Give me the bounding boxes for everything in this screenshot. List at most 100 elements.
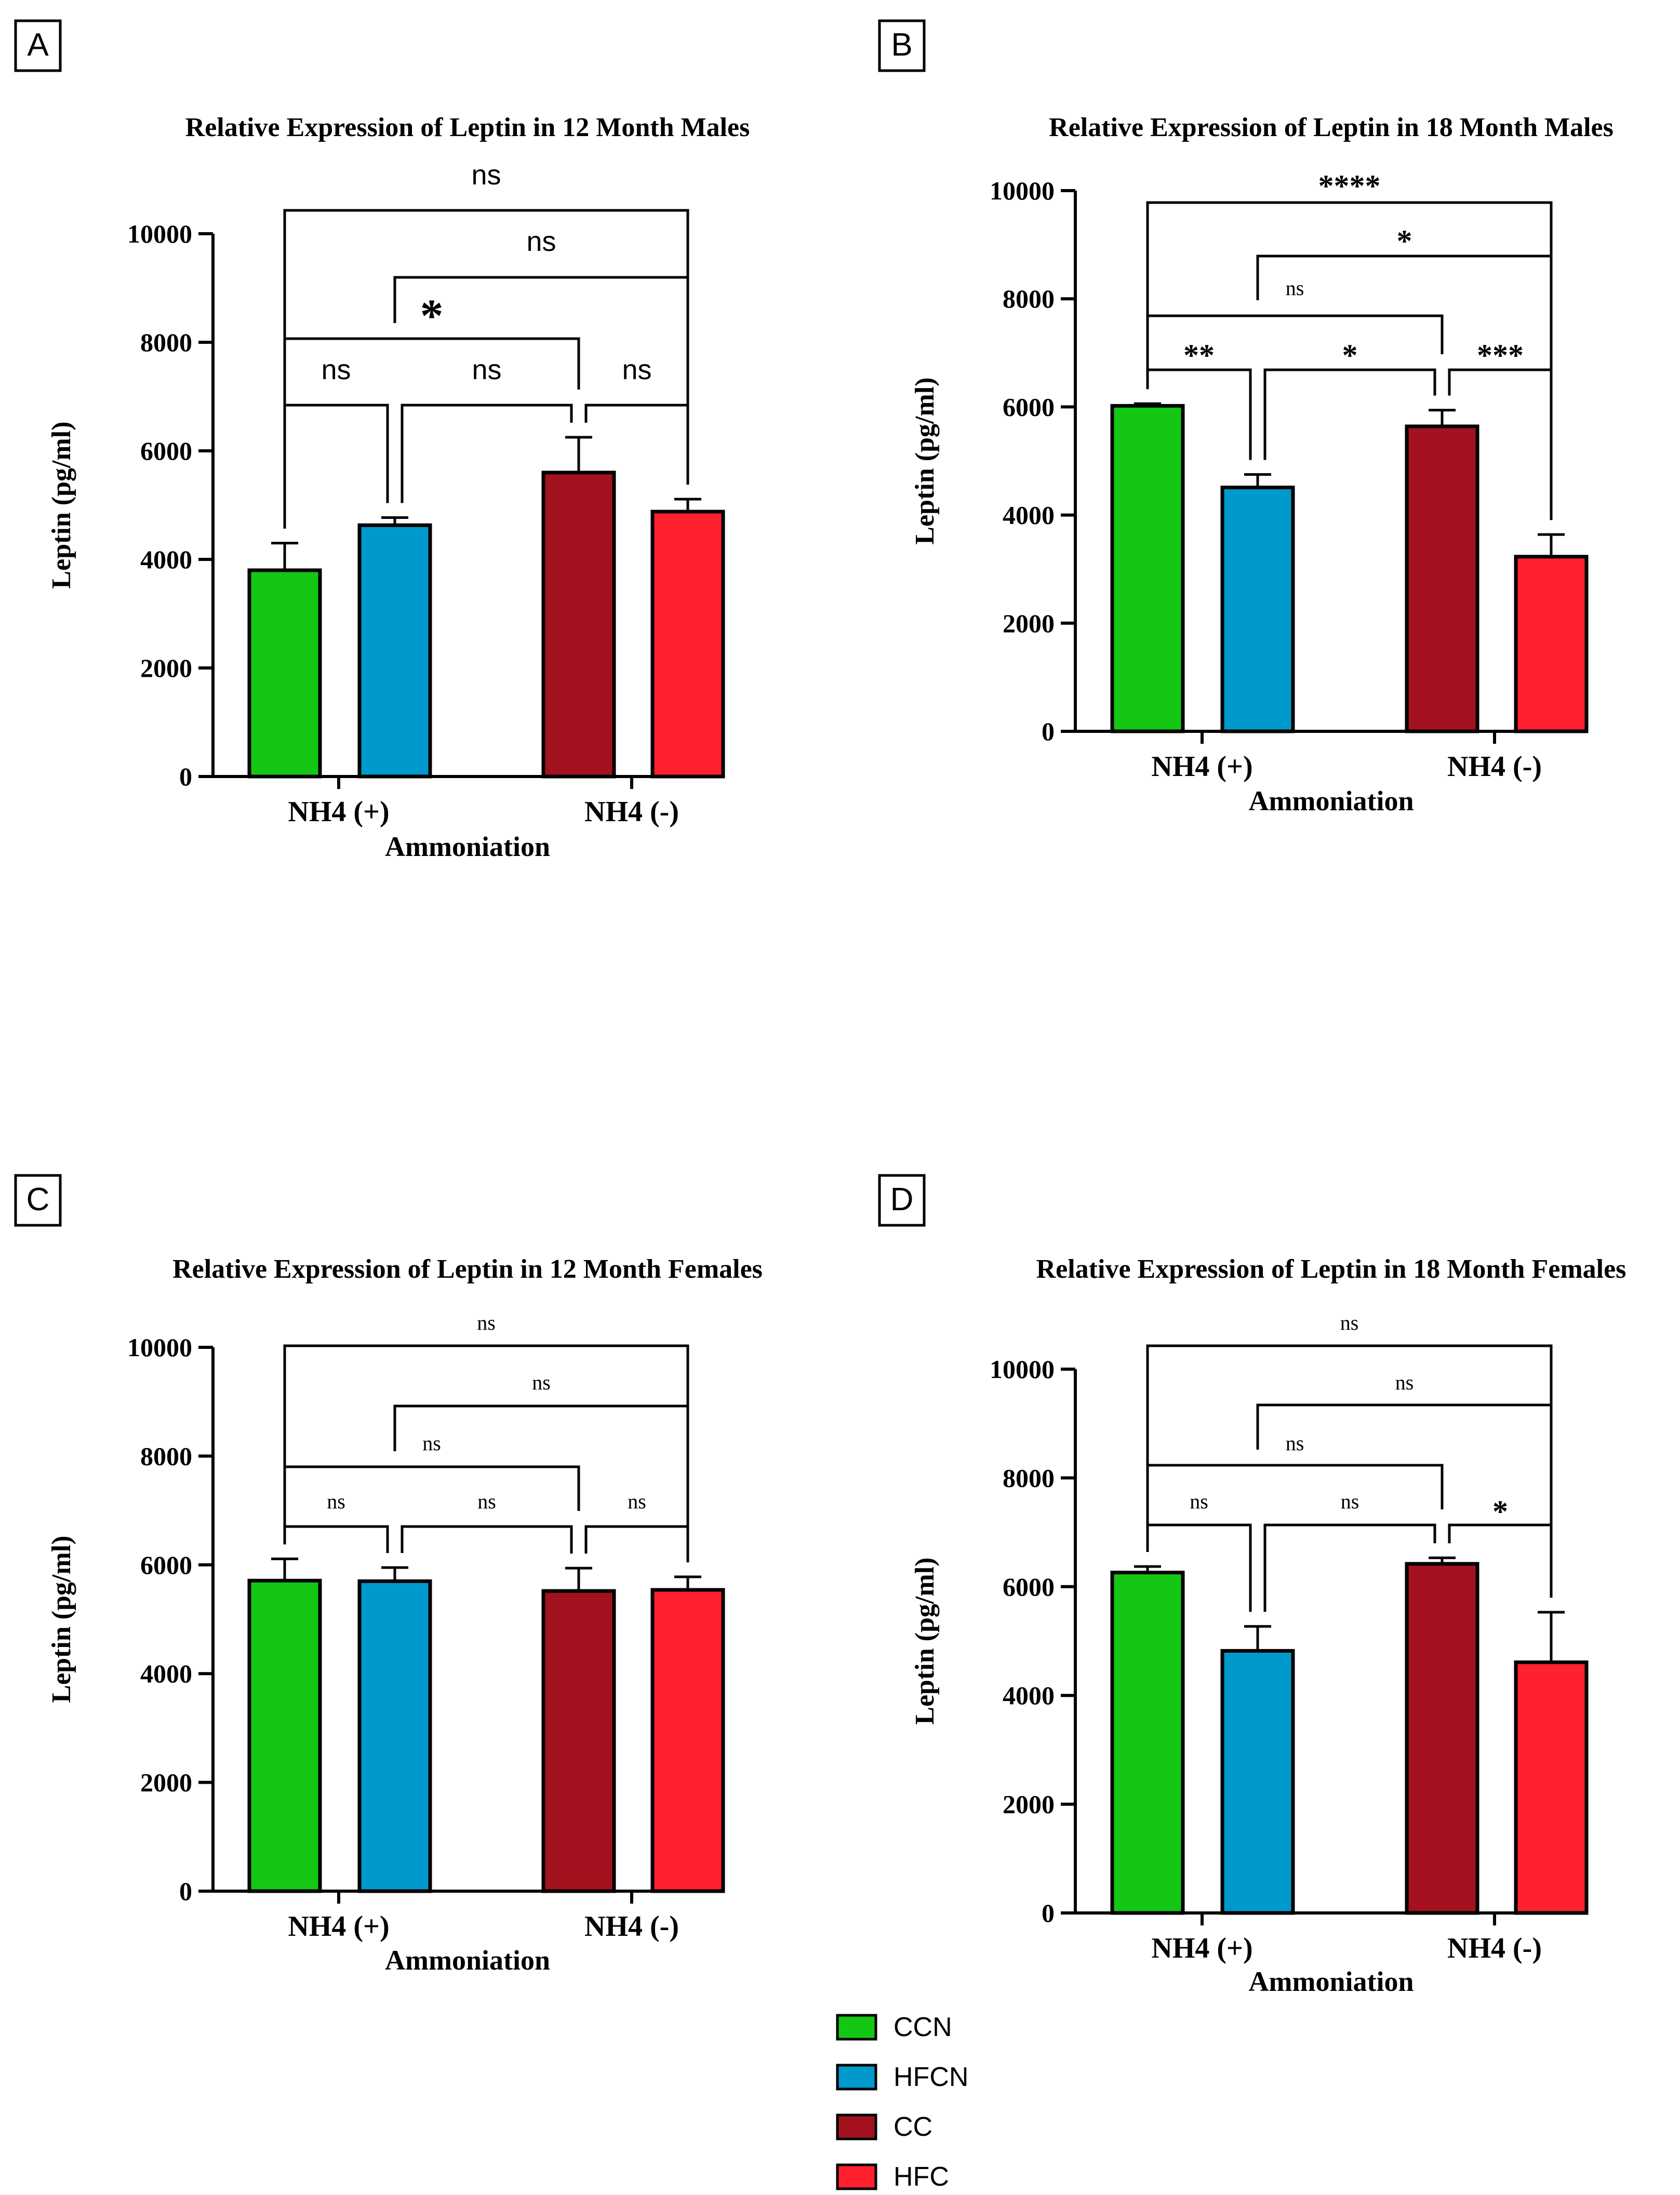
- bar-cc-nh4-minus: [541, 1589, 616, 1893]
- panel-label: C: [26, 1182, 50, 1217]
- bar-hfc-nh4-minus: [1514, 555, 1589, 733]
- significance-label: ns: [1340, 1311, 1359, 1334]
- chart-panel-d: D Relative Expression of Leptin in 18 Mon…: [878, 1174, 1626, 1997]
- x-axis-label: Ammoniation: [385, 831, 550, 862]
- significance-label: ns: [321, 354, 351, 385]
- significance-label: ****: [1318, 169, 1381, 203]
- bar-hfcn-nh4-plus: [1220, 486, 1295, 733]
- bar-ccn-nh4-plus: [1110, 404, 1185, 733]
- significance-label: ns: [532, 1371, 551, 1394]
- significance-bracket: [1146, 1344, 1553, 1598]
- significance-bracket: [283, 1525, 389, 1554]
- panel-label-box: [878, 1174, 926, 1227]
- significance-bracket: [401, 1525, 573, 1554]
- legend-label: HFC: [894, 2162, 949, 2192]
- legend-label: HFCN: [894, 2062, 968, 2092]
- bar-cc-nh4-minus: [541, 471, 616, 779]
- y-tick-label: 4000: [140, 545, 192, 574]
- bar-hfcn-nh4-plus: [357, 1579, 432, 1893]
- significance-label: ns: [422, 1431, 441, 1455]
- significance-label: ns: [477, 1490, 496, 1513]
- significance-label: ns: [1341, 1490, 1359, 1513]
- y-tick-label: 0: [1042, 1898, 1055, 1928]
- legend: CCN HFCN CC HFC: [836, 2012, 968, 2192]
- x-tick-label: NH4 (+): [288, 1910, 389, 1943]
- y-tick-label: 2000: [1003, 1790, 1055, 1819]
- significance-label: ns: [477, 1311, 496, 1334]
- significance-bracket: [393, 1404, 689, 1562]
- legend-swatch-hfc: [836, 2163, 877, 2190]
- bar-ccn-nh4-plus: [1110, 1571, 1185, 1915]
- x-tick-label: NH4 (-): [1447, 1932, 1542, 1964]
- significance-label: **: [1183, 338, 1215, 372]
- bar-cc-nh4-minus: [1405, 424, 1479, 733]
- y-tick-label: 4000: [1003, 1681, 1055, 1710]
- bar-hfcn-nh4-plus: [357, 523, 432, 779]
- significance-label: *: [1492, 1494, 1508, 1529]
- y-tick-label: 4000: [1003, 501, 1055, 530]
- significance-label: ns: [526, 226, 556, 257]
- chart-title: Relative Expression of Leptin in 12 Mont…: [185, 113, 750, 142]
- chart-title: Relative Expression of Leptin in 18 Mont…: [1036, 1254, 1626, 1284]
- panel-label: B: [891, 27, 912, 63]
- x-axis-label: Ammoniation: [1248, 785, 1414, 817]
- significance-bracket: [283, 404, 389, 529]
- legend-label: CCN: [894, 2012, 952, 2042]
- bar-ccn-nh4-plus: [247, 568, 322, 779]
- y-axis-label: Leptin (pg/ml): [910, 377, 940, 544]
- significance-bracket: [283, 1344, 689, 1562]
- y-tick-label: 6000: [1003, 392, 1055, 421]
- y-axis-label: Leptin (pg/ml): [47, 1535, 76, 1703]
- legend-swatch-cc: [836, 2113, 877, 2140]
- significance-label: ns: [472, 354, 501, 385]
- bar-hfc-nh4-minus: [1514, 1660, 1589, 1915]
- y-tick-label: 0: [1042, 717, 1055, 746]
- panel-label-box: [878, 19, 926, 72]
- y-tick-label: 6000: [140, 1550, 192, 1580]
- chart-title: Relative Expression of Leptin in 12 Mont…: [172, 1254, 763, 1284]
- significance-label: ns: [327, 1490, 345, 1513]
- y-tick-label: 2000: [140, 1768, 192, 1797]
- significance-bracket: [1263, 368, 1436, 460]
- y-axis-label: Leptin (pg/ml): [47, 421, 76, 588]
- significance-label: ns: [1395, 1371, 1414, 1394]
- x-tick-label: NH4 (-): [1447, 751, 1542, 783]
- legend-swatch-hfcn: [836, 2064, 877, 2091]
- legend-label: CC: [894, 2112, 932, 2142]
- legend-swatch-ccn: [836, 2014, 877, 2041]
- y-tick-label: 10000: [127, 1333, 192, 1362]
- significance-bracket: [584, 1525, 689, 1562]
- panel-label: D: [890, 1182, 914, 1217]
- bar-ccn-nh4-plus: [247, 1578, 322, 1893]
- y-tick-label: 2000: [1003, 609, 1055, 638]
- panel-label-box: [14, 19, 62, 72]
- y-tick-label: 0: [179, 762, 192, 791]
- y-tick-label: 6000: [1003, 1572, 1055, 1601]
- y-tick-label: 10000: [990, 176, 1055, 205]
- panel-label: A: [27, 27, 49, 63]
- significance-label: ns: [471, 159, 501, 191]
- bar-hfc-nh4-minus: [650, 1588, 725, 1893]
- significance-label: *: [1397, 224, 1412, 258]
- y-tick-label: 10000: [127, 219, 192, 248]
- x-tick-label: NH4 (+): [1151, 1932, 1252, 1964]
- y-tick-label: 8000: [1003, 1463, 1055, 1492]
- y-tick-label: 6000: [140, 436, 192, 465]
- y-tick-label: 10000: [990, 1355, 1055, 1384]
- significance-bracket: [1263, 1523, 1436, 1612]
- bar-cc-nh4-minus: [1405, 1562, 1479, 1915]
- y-tick-label: 2000: [140, 653, 192, 682]
- y-tick-label: 8000: [140, 1441, 192, 1470]
- x-axis-label: Ammoniation: [385, 1945, 550, 1976]
- bar-hfc-nh4-minus: [650, 510, 725, 779]
- y-axis-label: Leptin (pg/ml): [910, 1557, 940, 1724]
- significance-label: ns: [1286, 276, 1304, 300]
- significance-bracket: [401, 404, 573, 503]
- significance-bracket: [283, 209, 689, 529]
- x-tick-label: NH4 (-): [584, 1910, 679, 1943]
- significance-label: ns: [622, 354, 651, 385]
- significance-label: *: [420, 290, 444, 342]
- bar-hfcn-nh4-plus: [1220, 1649, 1295, 1915]
- significance-bracket: [1146, 201, 1553, 520]
